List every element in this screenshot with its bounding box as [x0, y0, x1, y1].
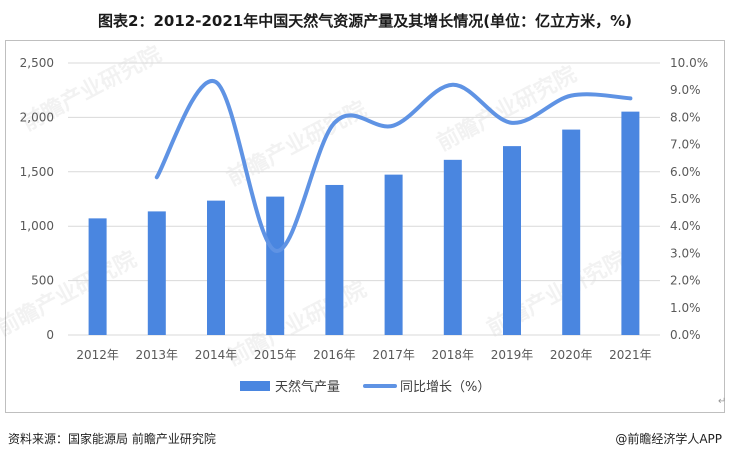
x-tick-label: 2012年 — [76, 348, 119, 362]
source-note: 资料来源：国家能源局 前瞻产业研究院 — [8, 432, 216, 446]
right-tick-label: 7.0% — [670, 138, 701, 152]
right-tick-label: 10.0% — [670, 56, 708, 70]
growth-line — [154, 79, 633, 253]
bar — [266, 196, 285, 335]
bar — [207, 200, 225, 335]
x-tick-label: 2021年 — [609, 348, 652, 362]
x-tick-label: 2017年 — [372, 348, 415, 362]
left-tick-label: 2,000 — [20, 110, 54, 124]
right-tick-label: 8.0% — [670, 110, 701, 124]
legend-label-production: 天然气产量 — [275, 379, 340, 395]
bar — [384, 174, 403, 335]
x-tick-label: 2013年 — [136, 348, 179, 362]
chart-title: 图表2：2012-2021年中国天然气资源产量及其增长情况(单位：亿立方米，%) — [98, 12, 632, 30]
bar — [562, 129, 581, 335]
right-tick-label: 9.0% — [670, 83, 701, 97]
legend-label-growth: 同比增长（%） — [400, 380, 490, 395]
left-tick-label: 1,000 — [20, 219, 54, 233]
watermark-text: 前瞻产业研究院 — [223, 96, 371, 191]
left-tick-label: 0 — [46, 328, 54, 342]
x-tick-label: 2016年 — [313, 348, 356, 362]
x-tick-label: 2014年 — [195, 348, 238, 362]
x-tick-label: 2019年 — [491, 348, 534, 362]
right-tick-label: 0.0% — [670, 328, 701, 342]
watermark-text: 前瞻产业研究院 — [433, 61, 581, 156]
left-tick-label: 2,500 — [20, 56, 54, 70]
left-tick-label: 500 — [31, 274, 54, 288]
legend-swatch-production — [240, 381, 270, 391]
right-tick-label: 4.0% — [670, 219, 701, 233]
bar — [443, 159, 462, 335]
brand-note: @前瞻经济学人APP — [615, 432, 722, 446]
chart-frame — [5, 40, 725, 413]
bar — [325, 184, 344, 335]
x-tick-label: 2020年 — [550, 348, 593, 362]
right-tick-label: 6.0% — [670, 165, 701, 179]
return-mark: ↵ — [718, 396, 727, 407]
x-tick-label: 2018年 — [432, 348, 475, 362]
bar — [503, 146, 521, 335]
bar — [88, 218, 107, 335]
right-tick-label: 5.0% — [670, 192, 701, 206]
bar — [147, 211, 166, 335]
x-tick-label: 2015年 — [254, 348, 297, 362]
bar — [621, 111, 640, 335]
right-tick-label: 2.0% — [670, 274, 701, 288]
left-tick-label: 1,500 — [20, 165, 54, 179]
right-tick-label: 1.0% — [670, 301, 701, 315]
watermark-text: 前瞻产业研究院 — [0, 246, 141, 341]
right-tick-label: 3.0% — [670, 246, 701, 260]
